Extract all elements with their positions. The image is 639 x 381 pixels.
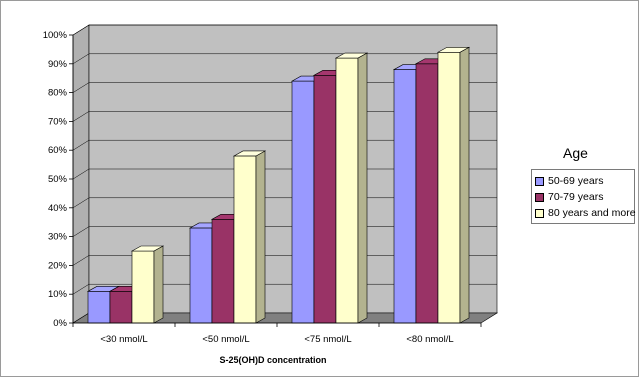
gridline-side: [72, 255, 90, 266]
bar-top: [130, 245, 165, 252]
gridline-side: [72, 24, 90, 36]
bar: [436, 46, 471, 324]
gridline-side: [72, 226, 90, 237]
gridline-side: [72, 283, 90, 295]
gridline-side: [72, 82, 90, 93]
x-tick-label: <75 nmol/L: [304, 334, 351, 345]
gridline-side: [72, 139, 90, 151]
bar-front: [233, 155, 257, 324]
legend-item: 50-69 years: [535, 173, 631, 189]
legend-item: 80 years and more: [535, 205, 636, 221]
legend-swatch: [535, 208, 544, 218]
y-tick-label: 70%: [48, 116, 68, 127]
gridline-side: [72, 168, 90, 180]
x-tick-label: <30 nmol/L: [100, 334, 147, 345]
bar-side: [357, 52, 368, 324]
gridline-side: [72, 53, 90, 65]
y-tick-label: 100%: [43, 30, 68, 41]
bar-front: [393, 69, 417, 324]
bar-top: [232, 150, 267, 157]
bar: [232, 150, 267, 324]
y-axis-ticks: 0% 10% 20% 30% 40% 50% 60% 70% 80% 90% 100%: [43, 30, 74, 329]
bar: [130, 245, 165, 324]
x-tick-label: <50 nmol/L: [202, 334, 249, 345]
bar-front: [291, 80, 315, 324]
bar-side: [459, 46, 470, 324]
x-axis-label: S-25(OH)D concentration: [219, 355, 326, 365]
y-tick-label: 50%: [48, 174, 68, 185]
y-tick-label: 60%: [48, 145, 68, 156]
legend-swatch: [535, 176, 544, 186]
x-axis-ticks: <30 nmol/L <50 nmol/L <75 nmol/L <80 nmol/L: [72, 322, 482, 345]
y-tick-label: 10%: [48, 289, 68, 300]
bar-front: [109, 291, 133, 324]
legend-title: Age: [563, 145, 588, 161]
bar-front: [189, 227, 213, 324]
legend: 50-69 years 70-79 years 80 years and mor…: [531, 169, 636, 224]
bar-top: [334, 52, 369, 59]
y-tick-label: 30%: [48, 232, 68, 243]
bar-top: [436, 46, 471, 53]
bar-front: [437, 51, 461, 324]
y-tick-label: 90%: [48, 59, 68, 70]
legend-label: 50-69 years: [548, 175, 604, 187]
legend-label: 80 years and more: [548, 207, 636, 219]
legend-label: 70-79 years: [548, 191, 604, 203]
bar-front: [87, 291, 111, 324]
y-tick-label: 40%: [48, 203, 68, 214]
bar-front: [415, 63, 439, 324]
bar: [334, 52, 369, 324]
bar-side: [153, 245, 164, 324]
gridline-side: [72, 111, 90, 122]
legend-swatch: [535, 192, 544, 202]
bar-side: [255, 150, 266, 324]
y-tick-label: 0%: [53, 318, 67, 329]
gridline-side: [72, 197, 90, 209]
x-tick-label: <80 nmol/L: [406, 334, 453, 345]
bar-front: [131, 250, 155, 324]
bar-front: [211, 219, 235, 324]
bar-front: [335, 57, 359, 324]
y-tick-label: 20%: [48, 260, 68, 271]
y-tick-label: 80%: [48, 88, 68, 99]
bar-front: [313, 75, 337, 324]
legend-item: 70-79 years: [535, 189, 631, 205]
